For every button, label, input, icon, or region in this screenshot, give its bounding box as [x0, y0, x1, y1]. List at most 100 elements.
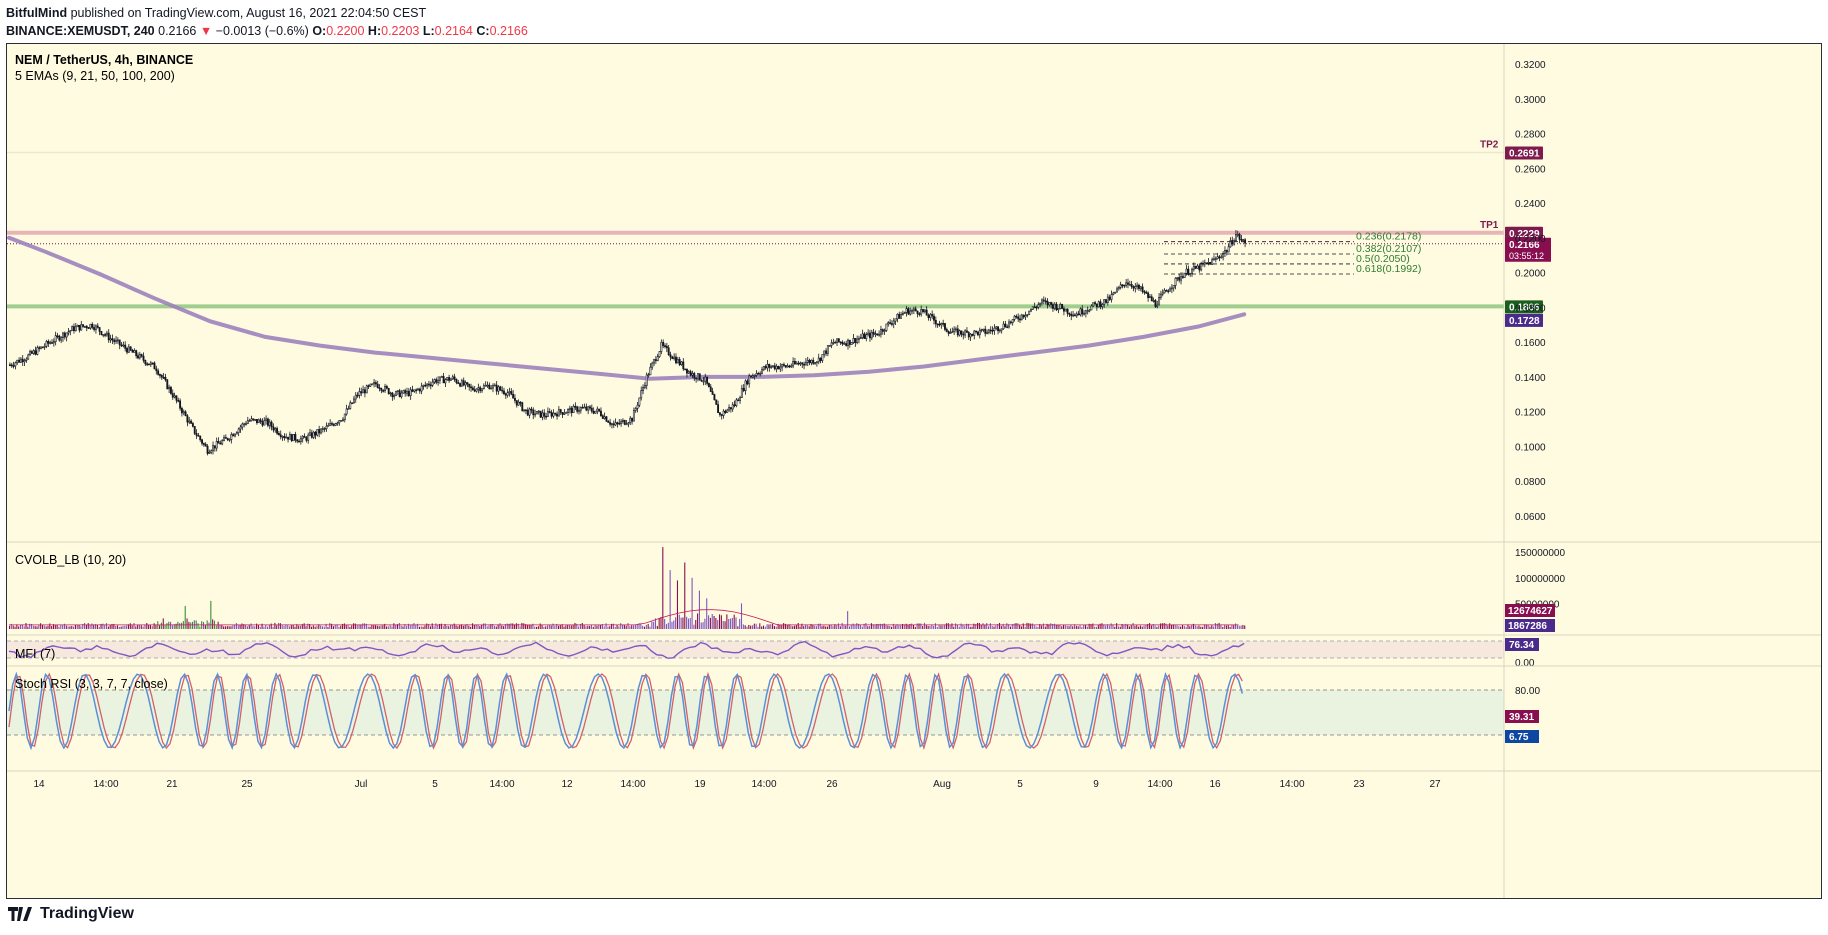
candle[interactable]: [1222, 251, 1225, 261]
candle[interactable]: [894, 318, 897, 326]
candle[interactable]: [477, 383, 480, 394]
candle[interactable]: [964, 329, 967, 338]
candle[interactable]: [422, 384, 425, 390]
candle[interactable]: [1128, 280, 1131, 286]
candle[interactable]: [162, 373, 165, 380]
candle[interactable]: [12, 361, 15, 369]
candle[interactable]: [757, 371, 760, 375]
candle[interactable]: [60, 336, 63, 344]
candle[interactable]: [191, 421, 194, 428]
candle[interactable]: [490, 384, 493, 390]
candle[interactable]: [475, 388, 478, 393]
candle[interactable]: [848, 339, 851, 348]
candle[interactable]: [934, 316, 937, 328]
candle[interactable]: [415, 388, 418, 394]
candle[interactable]: [1194, 265, 1197, 270]
candle[interactable]: [636, 402, 639, 413]
candle[interactable]: [298, 438, 300, 443]
candle[interactable]: [256, 418, 258, 425]
candle[interactable]: [768, 363, 771, 372]
candle[interactable]: [499, 385, 502, 392]
candle[interactable]: [803, 361, 806, 370]
candle[interactable]: [78, 324, 81, 333]
candle[interactable]: [506, 389, 509, 398]
candle[interactable]: [1061, 303, 1064, 310]
candle[interactable]: [947, 330, 950, 337]
candle[interactable]: [931, 310, 934, 320]
candle[interactable]: [234, 433, 236, 438]
candle[interactable]: [71, 325, 74, 331]
candle[interactable]: [179, 398, 182, 411]
candle[interactable]: [115, 336, 117, 344]
candle[interactable]: [1006, 324, 1009, 329]
candle[interactable]: [40, 346, 42, 350]
candle[interactable]: [561, 411, 564, 418]
candle[interactable]: [1039, 302, 1042, 308]
candle[interactable]: [239, 424, 242, 433]
candle[interactable]: [151, 362, 154, 365]
candle[interactable]: [929, 312, 932, 322]
candle[interactable]: [982, 328, 985, 333]
candle[interactable]: [837, 338, 840, 343]
candle[interactable]: [713, 393, 716, 401]
candle[interactable]: [265, 415, 268, 425]
candle[interactable]: [722, 409, 725, 419]
candle[interactable]: [989, 326, 992, 335]
candle[interactable]: [704, 373, 707, 386]
candle[interactable]: [585, 403, 588, 412]
candle[interactable]: [10, 362, 13, 368]
candle[interactable]: [801, 362, 804, 368]
candle[interactable]: [568, 405, 571, 414]
candle[interactable]: [93, 324, 96, 332]
candle[interactable]: [382, 389, 385, 393]
candle[interactable]: [38, 345, 41, 352]
candle[interactable]: [448, 374, 451, 383]
candle[interactable]: [367, 384, 370, 389]
candle[interactable]: [834, 340, 837, 344]
candle[interactable]: [1154, 298, 1157, 308]
candle[interactable]: [510, 388, 513, 396]
candle[interactable]: [969, 333, 972, 342]
candle[interactable]: [1084, 309, 1087, 318]
candle[interactable]: [1213, 255, 1215, 261]
candle[interactable]: [550, 409, 553, 419]
candle[interactable]: [226, 437, 229, 442]
candle[interactable]: [916, 310, 919, 318]
candle[interactable]: [682, 358, 685, 371]
candle[interactable]: [845, 340, 848, 347]
candle[interactable]: [113, 337, 116, 345]
candle[interactable]: [202, 442, 205, 447]
candle[interactable]: [418, 387, 421, 394]
candle[interactable]: [58, 334, 61, 342]
candle[interactable]: [363, 386, 366, 398]
candle[interactable]: [521, 401, 524, 412]
candle[interactable]: [144, 359, 147, 366]
candle[interactable]: [356, 392, 359, 398]
candle[interactable]: [711, 387, 714, 395]
candle[interactable]: [503, 387, 505, 396]
candle[interactable]: [603, 412, 606, 420]
candle[interactable]: [148, 363, 150, 366]
candle[interactable]: [1203, 259, 1206, 268]
candle[interactable]: [1009, 320, 1012, 325]
candle[interactable]: [874, 330, 877, 338]
candle[interactable]: [601, 414, 604, 420]
candle[interactable]: [1161, 289, 1164, 297]
candle[interactable]: [850, 342, 853, 345]
candle[interactable]: [296, 438, 299, 444]
candle[interactable]: [1238, 232, 1241, 244]
candle[interactable]: [107, 329, 110, 343]
candle[interactable]: [213, 445, 216, 452]
candle[interactable]: [76, 324, 79, 328]
candle[interactable]: [523, 409, 526, 413]
candle[interactable]: [245, 421, 247, 426]
candle[interactable]: [340, 420, 343, 422]
candle[interactable]: [1046, 298, 1049, 309]
candle[interactable]: [378, 384, 381, 392]
candle[interactable]: [1011, 319, 1014, 326]
candle[interactable]: [616, 421, 619, 428]
candle[interactable]: [839, 341, 842, 345]
candle[interactable]: [922, 309, 924, 314]
candle[interactable]: [409, 386, 412, 400]
candle[interactable]: [669, 351, 672, 361]
